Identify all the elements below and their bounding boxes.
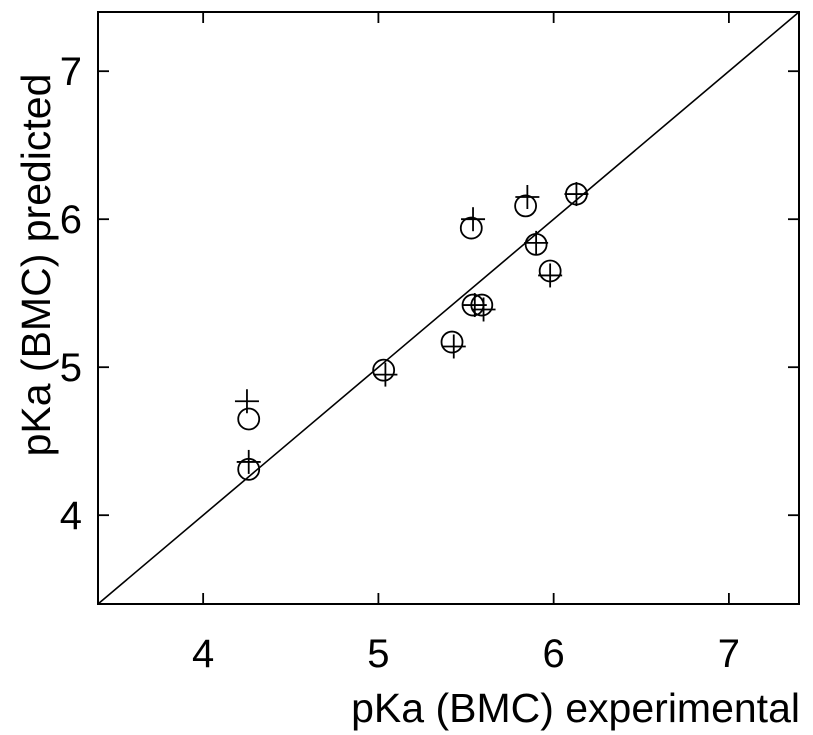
data-point-plus xyxy=(461,207,486,232)
data-point-plus xyxy=(234,389,259,414)
data-series xyxy=(234,182,589,481)
data-point-plus xyxy=(538,263,563,288)
data-point-plus xyxy=(524,230,549,255)
data-point-plus xyxy=(373,362,398,387)
x-tick-label: 6 xyxy=(543,632,565,676)
data-point-circle xyxy=(440,330,464,354)
y-axis-label: pKa (BMC) predicted xyxy=(13,74,59,457)
data-point-plus xyxy=(441,334,466,359)
x-axis-label: pKa (BMC) experimental xyxy=(351,685,800,731)
axis-ticks: 4 5 6 7 4 5 6 7 xyxy=(60,12,799,676)
x-tick-label: 4 xyxy=(192,632,214,676)
y-tick-label: 4 xyxy=(60,494,82,538)
data-point-circle xyxy=(237,407,261,431)
x-tick-label: 7 xyxy=(718,632,740,676)
data-point-plus xyxy=(236,449,261,474)
identity-line xyxy=(97,11,800,605)
data-point-plus xyxy=(564,182,589,207)
plot-frame xyxy=(97,11,800,605)
data-point-circle xyxy=(459,216,483,240)
y-tick-label: 5 xyxy=(60,346,82,390)
y-tick-label: 6 xyxy=(60,198,82,242)
y-tick-label: 7 xyxy=(60,50,82,94)
data-point-plus xyxy=(515,185,540,209)
data-point-circle xyxy=(514,194,538,218)
data-point-plus xyxy=(471,297,496,322)
x-tick-label: 5 xyxy=(367,632,389,676)
plot-area xyxy=(97,11,800,605)
data-point-circle xyxy=(372,358,396,382)
